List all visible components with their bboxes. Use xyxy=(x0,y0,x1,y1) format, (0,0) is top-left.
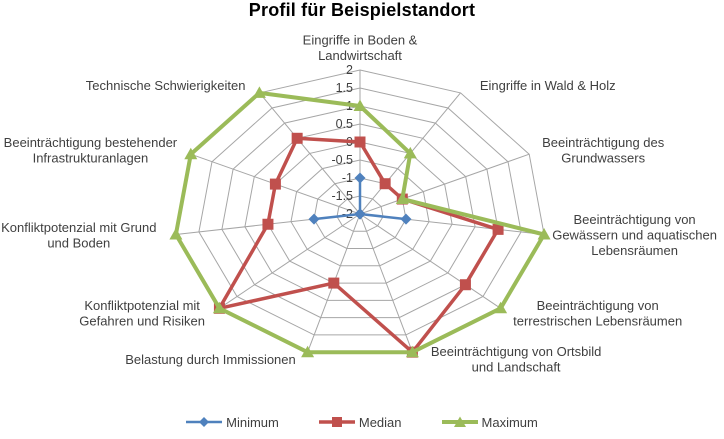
diamond-marker-icon xyxy=(186,417,223,427)
series-maximum-marker xyxy=(537,228,551,240)
axis-label-3: Beeinträchtigung von Gewässern und aquati… xyxy=(552,212,717,258)
axis-label-7: Konfliktpotenzial mit Gefahren und Risike… xyxy=(79,298,205,329)
axis-label-10: Technische Schwierigkeiten xyxy=(86,78,246,93)
series-median-marker xyxy=(291,132,303,144)
chart-legend: Minimum Median Maximum xyxy=(0,409,724,435)
grid-spoke xyxy=(219,213,361,309)
radial-tick-label: -1 xyxy=(342,171,353,185)
grid-ring xyxy=(267,141,453,284)
series-maximum-marker xyxy=(212,301,226,314)
axis-label-4: Beeinträchtigung von terrestrischen Leben… xyxy=(513,298,682,329)
series-minimum-marker xyxy=(354,208,366,220)
axis-label-6: Belastung durch Immissionen xyxy=(125,352,296,367)
series-maximum-marker xyxy=(405,345,419,358)
square-marker-icon xyxy=(318,417,355,427)
series-maximum-marker xyxy=(169,228,183,240)
radial-tick-label: -2 xyxy=(342,207,353,221)
grid-spoke xyxy=(359,213,501,309)
axis-label-0: Eingriffe in Boden & Landwirtschaft xyxy=(303,33,418,64)
axis-label-9: Beeinträchtigung bestehender Infrastruktu… xyxy=(4,135,178,166)
chart-title: Profil für Beispielstandort xyxy=(248,0,476,20)
radial-tick-label: 2 xyxy=(346,63,353,77)
legend-item-median[interactable]: Median xyxy=(318,414,402,430)
triangle-marker-icon xyxy=(441,416,478,427)
series-median-marker xyxy=(379,178,391,190)
legend-label-maximum: Maximum xyxy=(481,414,538,430)
grid-spoke xyxy=(359,153,530,215)
grid-ring xyxy=(221,105,499,319)
grid-ring xyxy=(290,159,430,267)
series-maximum-marker xyxy=(252,86,266,98)
series-maximum-marker xyxy=(494,301,508,314)
series-minimum-marker xyxy=(354,172,366,184)
series-median-marker xyxy=(354,136,366,148)
series-maximum-line xyxy=(173,90,547,355)
legend-label-minimum: Minimum xyxy=(226,414,279,430)
legend-label-median: Median xyxy=(358,414,402,430)
axis-label-2: Beeinträchtigung des Grundwassers xyxy=(542,135,665,166)
series-median-marker xyxy=(262,218,274,230)
axis-label-8: Konfliktpotenzial mit Grund und Boden xyxy=(1,220,156,251)
series-median-marker xyxy=(459,279,471,291)
legend-item-maximum[interactable]: Maximum xyxy=(441,414,538,430)
axis-label-5: Beeinträchtigung von Ortsbild und Landsch… xyxy=(431,344,602,375)
legend-item-minimum[interactable]: Minimum xyxy=(186,415,279,430)
series-minimum-marker xyxy=(400,213,412,225)
radial-tick-label: 1.5 xyxy=(336,81,353,95)
series-median-marker xyxy=(269,178,281,190)
radial-tick-label: 0.5 xyxy=(336,117,353,131)
grid-spoke xyxy=(359,213,413,353)
grid-ring xyxy=(244,123,476,301)
grid-spoke xyxy=(259,92,361,215)
series-maximum-marker xyxy=(403,146,417,159)
series-maximum-marker xyxy=(353,99,367,111)
grid-ring xyxy=(198,87,522,336)
series-median-marker xyxy=(328,277,340,289)
series-minimum-marker xyxy=(308,213,320,225)
radial-tick-label: -0.5 xyxy=(331,153,353,167)
series-maximum-marker xyxy=(184,147,198,160)
series-maximum-marker xyxy=(301,345,315,358)
series-maximum-marker xyxy=(395,192,409,204)
radial-tick-label: -1.5 xyxy=(331,189,353,203)
series-median-marker xyxy=(492,223,504,235)
grid-ring xyxy=(336,195,384,232)
axis-label-1: Eingriffe in Wald & Holz xyxy=(480,78,616,93)
